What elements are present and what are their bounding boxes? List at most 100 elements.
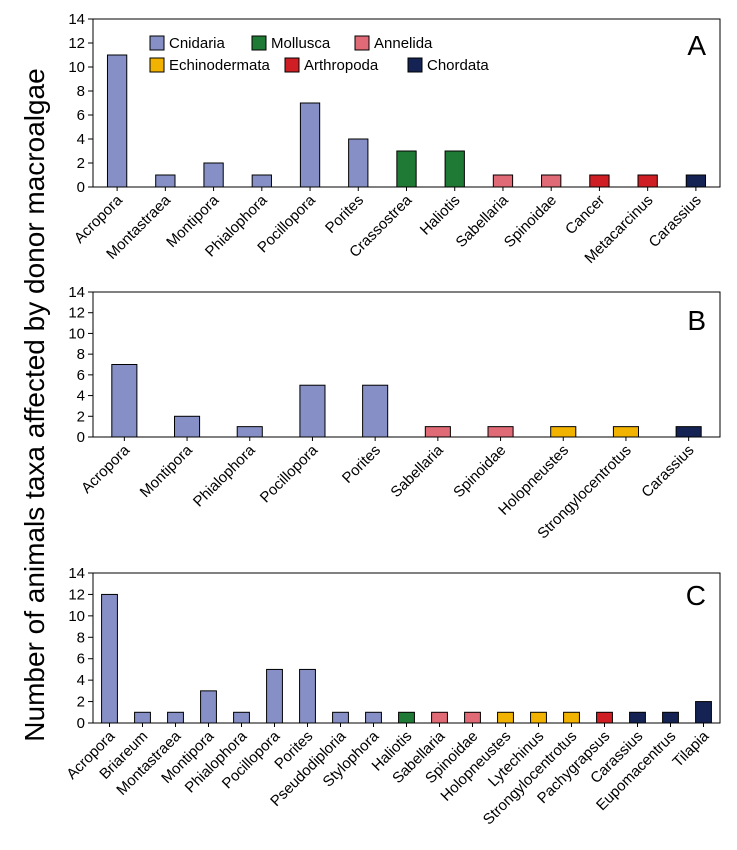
plot-frame — [92, 291, 721, 438]
bar-haliotis — [444, 150, 465, 188]
x-tick-label: Sabellaria — [387, 441, 447, 501]
x-tick-label: Carassius — [638, 442, 697, 501]
bar-porites — [299, 668, 316, 724]
x-tick-label: Porites — [322, 192, 367, 237]
bar-phialophora — [236, 426, 263, 438]
x-tick-label: Porites — [339, 442, 384, 487]
bar-montastraea — [167, 711, 184, 724]
bar-porites — [362, 384, 389, 438]
y-tick-label: 4 — [77, 672, 85, 689]
legend-label: Annelida — [374, 35, 433, 52]
bar-stylophora — [365, 711, 382, 724]
x-tick-label: Spinoidae — [501, 192, 560, 251]
legend-swatch — [149, 35, 165, 51]
bar-phialophora — [233, 711, 250, 724]
x-tick-label: Cancer — [562, 192, 608, 238]
x-tick-label: Haliotis — [417, 192, 464, 239]
x-tick-label: Acropora — [78, 441, 134, 497]
legend-swatch — [149, 57, 165, 73]
y-tick-label: 8 — [77, 629, 85, 646]
bar-sabellaria — [492, 174, 514, 188]
bar-phialophora — [251, 174, 272, 188]
bar-montastraea — [155, 174, 176, 188]
y-tick-label: 14 — [68, 11, 85, 28]
bar-spinoidae — [541, 174, 562, 188]
bar-cancer — [589, 174, 610, 188]
y-tick-label: 12 — [68, 586, 85, 603]
bar-acropora — [101, 593, 118, 724]
bar-spinoidae — [487, 426, 514, 438]
bar-carassius — [629, 711, 646, 724]
bar-montipora — [200, 690, 217, 724]
y-tick-label: 0 — [77, 179, 85, 196]
legend-label: Mollusca — [271, 35, 331, 52]
bar-pocillopora — [266, 668, 283, 724]
bar-acropora — [111, 364, 138, 438]
bar-carassius — [685, 174, 707, 188]
y-tick-label: 14 — [68, 284, 85, 301]
legend-swatch — [251, 35, 267, 51]
y-tick-label: 2 — [77, 155, 85, 172]
bar-strongylocentrotus — [612, 426, 639, 438]
x-tick-label: Montipora — [137, 441, 197, 501]
y-tick-label: 6 — [77, 367, 85, 384]
y-tick-label: 0 — [77, 715, 85, 732]
y-tick-label: 8 — [77, 83, 85, 100]
bar-lytechinus — [530, 711, 547, 724]
bar-metacarcinus — [637, 174, 658, 188]
y-tick-label: 2 — [77, 408, 85, 425]
y-tick-label: 12 — [68, 35, 85, 52]
legend-label: Echinodermata — [169, 57, 271, 74]
y-tick-label: 4 — [77, 131, 85, 148]
bar-pseudodiploria — [332, 711, 349, 724]
x-tick-label: Tilapia — [669, 727, 712, 770]
bar-acropora — [106, 54, 128, 188]
bar-pachygrapsus — [596, 711, 613, 724]
bar-tilapia — [695, 701, 712, 724]
y-tick-label: 6 — [77, 651, 85, 668]
legend-swatch — [407, 57, 423, 73]
bar-haliotis — [398, 711, 415, 724]
bar-crassostrea — [396, 150, 417, 188]
panel-letter: A — [687, 30, 706, 61]
legend-swatch — [284, 57, 300, 73]
bar-pocillopora — [299, 102, 321, 188]
y-tick-label: 8 — [77, 346, 85, 363]
y-tick-label: 10 — [68, 608, 85, 625]
bar-montipora — [174, 415, 201, 438]
x-tick-label: Pocillopora — [257, 441, 322, 506]
x-tick-label: Phialophora — [190, 441, 259, 510]
bar-porites — [348, 138, 369, 188]
y-tick-label: 6 — [77, 107, 85, 124]
legend-label: Arthropoda — [304, 57, 379, 74]
bar-briareum — [134, 711, 151, 724]
bar-eupomacentrus — [662, 711, 679, 724]
bar-sabellaria — [431, 711, 448, 724]
y-tick-label: 0 — [77, 429, 85, 446]
x-tick-label: Carassius — [646, 192, 705, 251]
figure-y-axis-label: Number of animals taxa affected by donor… — [19, 68, 50, 741]
bar-carassius — [675, 426, 702, 438]
legend-label: Chordata — [427, 57, 489, 74]
y-tick-label: 12 — [68, 305, 85, 322]
plot-frame — [92, 572, 721, 724]
legend-label: Cnidaria — [169, 35, 226, 52]
y-tick-label: 10 — [68, 325, 85, 342]
bar-sabellaria — [424, 426, 451, 438]
y-tick-label: 10 — [68, 59, 85, 76]
bar-strongylocentrotus — [563, 711, 580, 724]
panel-C: 02468101214AcroporaBriareumMontastraeaMo… — [63, 565, 721, 828]
bar-pocillopora — [299, 384, 326, 438]
bar-montipora — [203, 162, 224, 188]
legend-swatch — [354, 35, 370, 51]
bar-holopneustes — [497, 711, 514, 724]
legend: Cnidaria Mollusca Annelida Echinodermata Art… — [149, 35, 489, 74]
x-tick-label: Spinoidae — [450, 442, 509, 501]
panel-letter: C — [686, 580, 706, 611]
y-tick-label: 2 — [77, 694, 85, 711]
bar-spinoidae — [464, 711, 481, 724]
bar-holopneustes — [550, 426, 577, 438]
panel-letter: B — [687, 305, 706, 336]
